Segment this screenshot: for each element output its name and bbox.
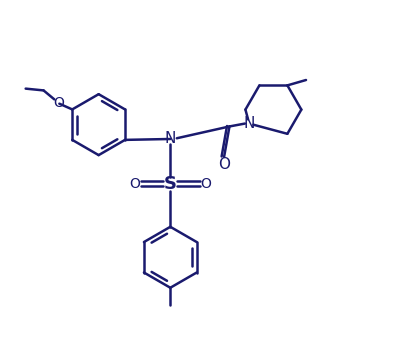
Text: O: O [129,177,140,191]
Text: N: N [244,116,255,131]
Text: O: O [53,96,64,110]
Text: O: O [201,177,212,191]
Text: N: N [165,131,176,146]
Text: S: S [164,175,177,193]
Text: O: O [218,157,230,171]
